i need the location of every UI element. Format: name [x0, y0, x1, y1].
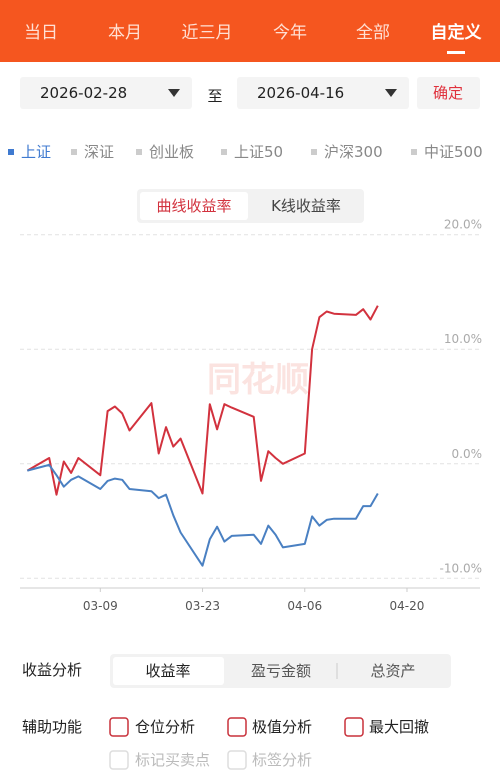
chart: 同花顺 20.0% 10.0% 0.0% -10.0% 03-09 03-23 04-06 0…	[20, 218, 482, 613]
x-tick-label: 04-06	[287, 599, 322, 613]
checkbox[interactable]	[227, 717, 247, 737]
date-end[interactable]: 2026-04-16	[257, 84, 344, 102]
tab-selected[interactable]: 自定义	[431, 22, 482, 43]
analysis-selected-bg	[113, 657, 224, 685]
aux-option[interactable]: 仓位分析	[135, 718, 195, 736]
index-option[interactable]: 上证50	[234, 143, 283, 161]
y-tick-label: -10.0%	[440, 561, 482, 575]
series-line	[26, 305, 379, 496]
date-start[interactable]: 2026-02-28	[40, 84, 127, 102]
index-marker	[136, 149, 142, 155]
index-marker	[221, 149, 227, 155]
date-end-box[interactable]	[237, 77, 409, 109]
aux-disabled-option: 标记买卖点	[135, 751, 210, 769]
analysis-label: 收益分析	[22, 661, 82, 679]
tab[interactable]: 今年	[273, 23, 307, 43]
mode-option[interactable]: 曲线收益率	[156, 197, 231, 215]
tab[interactable]: 当日	[24, 23, 58, 43]
checkbox[interactable]	[109, 717, 129, 737]
index-marker	[71, 149, 77, 155]
tab[interactable]: 本月	[108, 23, 142, 43]
date-start-box[interactable]	[20, 77, 192, 109]
x-tick-label: 03-23	[185, 599, 220, 613]
checkbox-disabled	[227, 750, 247, 770]
separator: 至	[207, 87, 222, 105]
x-tick-label: 03-09	[83, 599, 118, 613]
index-list: 上证 深证 创业板 上证50 沪深300 中证500	[8, 143, 483, 161]
watermark: 同花顺	[207, 360, 309, 400]
confirm-button[interactable]	[417, 77, 480, 109]
mode-option[interactable]: K线收益率	[271, 197, 341, 215]
series-line	[27, 463, 379, 567]
aux-label: 辅助功能	[22, 718, 82, 736]
y-tick-label: 0.0%	[452, 447, 483, 461]
y-tick-label: 20.0%	[444, 218, 482, 232]
index-option[interactable]: 沪深300	[324, 143, 383, 161]
tab[interactable]: 近三月	[182, 23, 233, 43]
checkbox-disabled	[109, 750, 129, 770]
analysis-option[interactable]: 盈亏金额	[251, 662, 311, 680]
header-bar	[0, 0, 500, 62]
confirm-label[interactable]: 确定	[433, 84, 463, 102]
index-option[interactable]: 创业板	[149, 143, 194, 161]
tab-underline	[447, 51, 465, 54]
index-marker	[311, 149, 317, 155]
analysis-option[interactable]: 收益率	[145, 662, 190, 680]
aux-option[interactable]: 最大回撤	[369, 718, 429, 736]
y-tick-label: 10.0%	[444, 332, 482, 346]
dropdown-arrow	[168, 89, 180, 97]
index-option[interactable]: 中证500	[424, 143, 483, 161]
mode-selected-bg	[140, 192, 248, 220]
tab[interactable]: 全部	[356, 23, 390, 43]
checkbox[interactable]	[344, 717, 364, 737]
index-option[interactable]: 深证	[84, 143, 114, 161]
dropdown-arrow	[385, 89, 397, 97]
analysis-option[interactable]: 总资产	[370, 662, 415, 680]
aux-disabled-option: 标签分析	[252, 751, 312, 769]
index-marker	[8, 149, 14, 155]
index-marker	[411, 149, 417, 155]
x-tick-label: 04-20	[390, 599, 425, 613]
aux-option[interactable]: 极值分析	[252, 718, 312, 736]
index-option[interactable]: 上证	[21, 143, 51, 161]
